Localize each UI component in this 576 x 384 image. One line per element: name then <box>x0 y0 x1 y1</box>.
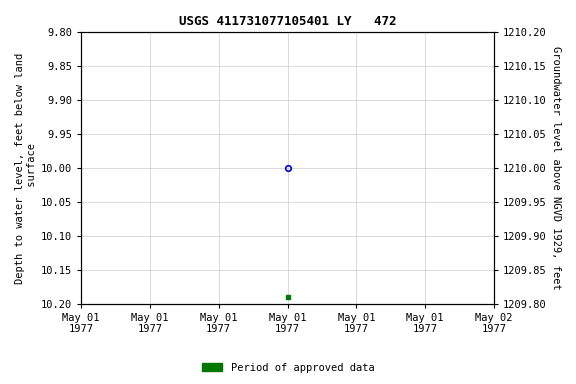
Y-axis label: Groundwater level above NGVD 1929, feet: Groundwater level above NGVD 1929, feet <box>551 46 561 290</box>
Y-axis label: Depth to water level, feet below land
 surface: Depth to water level, feet below land su… <box>15 52 37 283</box>
Title: USGS 411731077105401 LY   472: USGS 411731077105401 LY 472 <box>179 15 396 28</box>
Legend: Period of approved data: Period of approved data <box>198 359 378 377</box>
